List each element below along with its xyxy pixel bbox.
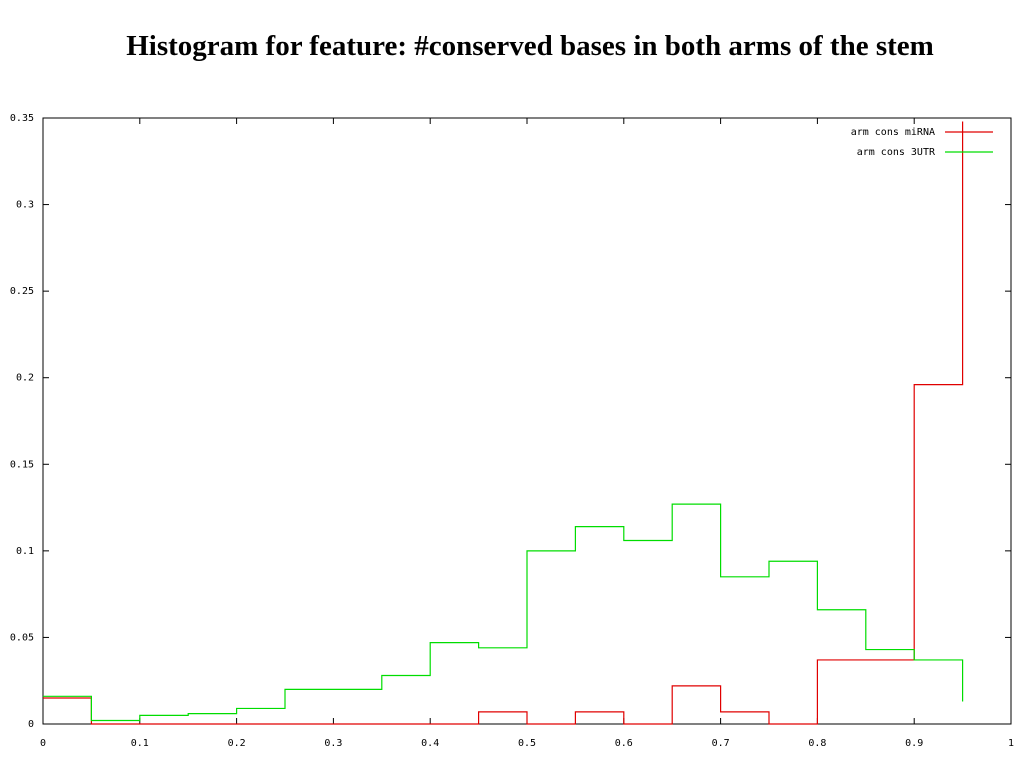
y-tick-label: 0: [28, 719, 34, 730]
legend-label: arm cons miRNA: [851, 127, 935, 138]
series-1: [43, 503, 964, 722]
plot-axes: 0 0.1 0.2 0.3 0.4 0.5 0.6 0.7 0.8 0.9 1 0 0.05 0.1 0.1…: [10, 113, 1014, 749]
x-tick-label: 0.3: [324, 738, 342, 749]
y-tick-label: 0.25: [10, 286, 34, 297]
series-0: [43, 121, 964, 725]
x-tick-label: 0.2: [228, 738, 246, 749]
x-tick-label: 0.8: [808, 738, 826, 749]
y-tick-label: 0.1: [16, 546, 34, 557]
y-tick-label: 0.35: [10, 113, 34, 124]
chart-title: Histogram for feature: #conserved bases …: [126, 30, 934, 62]
legend-label: arm cons 3UTR: [857, 147, 936, 158]
x-tick-label: 0.4: [421, 738, 439, 749]
x-tick-label: 0.7: [712, 738, 730, 749]
x-tick-label: 0.9: [905, 738, 923, 749]
series-line: [43, 503, 964, 722]
series-line: [43, 121, 964, 725]
y-tick-label: 0.3: [16, 200, 34, 211]
x-tick-label: 0.1: [131, 738, 149, 749]
y-tick-label: 0.15: [10, 459, 34, 470]
legend: arm cons miRNA arm cons 3UTR: [851, 127, 993, 158]
plot-series: [43, 121, 964, 725]
y-tick-label: 0.2: [16, 373, 34, 384]
x-tick-label: 0.6: [615, 738, 633, 749]
x-tick-label: 0: [40, 738, 46, 749]
x-tick-label: 0.5: [518, 738, 536, 749]
x-tick-label: 1: [1008, 738, 1014, 749]
y-tick-label: 0.05: [10, 632, 34, 643]
